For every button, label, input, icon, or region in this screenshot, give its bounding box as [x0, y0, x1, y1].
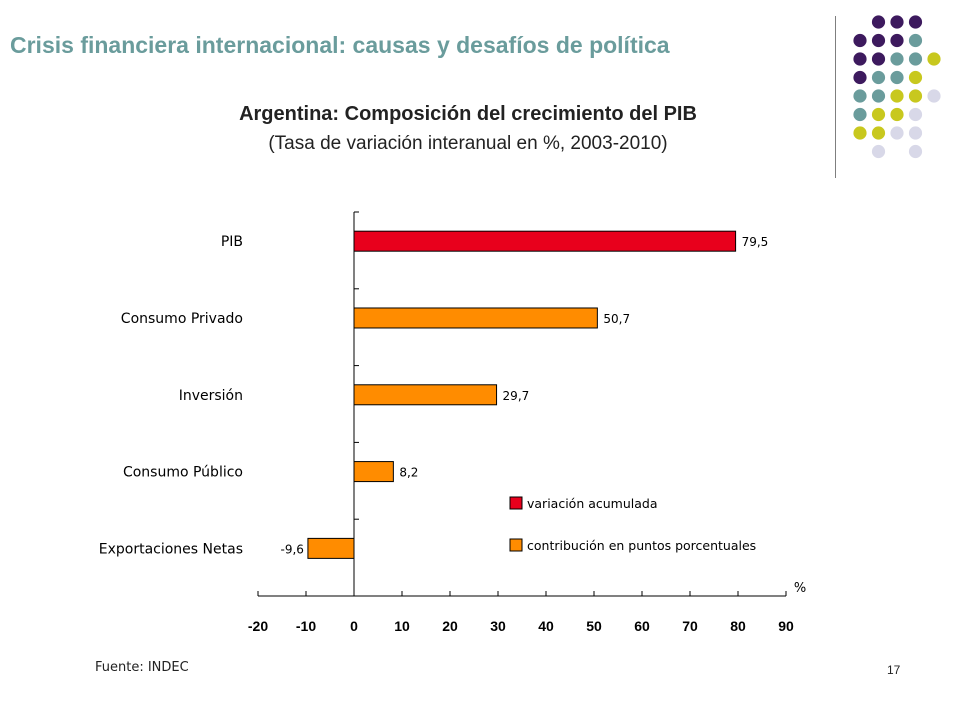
decorative-dots-logo: [853, 15, 941, 159]
slide-title: Crisis financiera internacional: causas …: [10, 32, 670, 58]
logo-dot: [908, 89, 923, 103]
logo-dot: [871, 52, 886, 66]
data-label: -9,6: [280, 542, 303, 556]
x-tick-label: 40: [538, 618, 554, 634]
logo-dot: [908, 144, 923, 159]
unit-label: %: [794, 581, 806, 596]
x-tick-label: 60: [634, 618, 650, 634]
logo-dot: [853, 52, 867, 66]
logo-dot: [853, 33, 867, 48]
logo-dot: [871, 70, 886, 85]
logo-dot: [853, 70, 867, 85]
bar: [353, 230, 737, 252]
logo-dot: [908, 52, 923, 66]
logo-dot: [908, 33, 923, 48]
logo-dot: [890, 126, 904, 140]
logo-dot: [890, 89, 904, 103]
logo-dot: [871, 144, 886, 159]
header-divider: [835, 16, 836, 178]
category-label: PIB: [221, 234, 243, 250]
logo-dot: [890, 15, 904, 29]
logo-dot: [871, 33, 886, 48]
category-label: Inversión: [179, 388, 243, 404]
bar: [353, 384, 498, 406]
bar: [353, 307, 598, 329]
logo-dot: [927, 52, 941, 66]
data-label: 79,5: [742, 235, 769, 249]
logo-dot: [890, 107, 904, 122]
x-tick-label: 80: [730, 618, 746, 634]
logo-dot: [908, 107, 923, 122]
legend-label: contribución en puntos porcentuales: [527, 538, 756, 553]
legend-swatch: [509, 538, 523, 552]
legend-swatch: [509, 496, 523, 510]
logo-dot: [890, 33, 904, 48]
logo-dot: [890, 70, 904, 85]
chart-subtitle: (Tasa de variación interanual en %, 2003…: [268, 133, 668, 154]
page-number: 17: [887, 663, 901, 677]
logo-dot: [927, 89, 941, 103]
data-label: 29,7: [503, 389, 530, 403]
category-label: Exportaciones Netas: [99, 541, 243, 557]
category-label: Consumo Público: [123, 465, 243, 481]
data-label: 50,7: [603, 312, 630, 326]
logo-dot: [853, 126, 867, 140]
x-tick-label: 20: [442, 618, 458, 634]
x-tick-label: -20: [248, 618, 268, 634]
source-note: Fuente: INDEC: [95, 660, 189, 675]
chart-title: Argentina: Composición del crecimiento d…: [239, 103, 697, 125]
data-label: 8,2: [399, 466, 418, 480]
logo-dot: [853, 89, 867, 103]
logo-dot: [871, 107, 886, 122]
logo-dot: [871, 15, 886, 29]
category-label: Consumo Privado: [121, 311, 243, 327]
x-tick-label: 0: [350, 618, 358, 634]
x-tick-label: 30: [490, 618, 506, 634]
logo-dot: [908, 126, 923, 140]
logo-dot: [853, 107, 867, 122]
legend-label: variación acumulada: [527, 496, 658, 511]
x-tick-label: 10: [394, 618, 410, 634]
bar: [353, 461, 394, 483]
logo-dot: [871, 126, 886, 140]
logo-dot: [871, 89, 886, 103]
x-tick-label: 90: [778, 618, 794, 634]
logo-dot: [908, 15, 923, 29]
x-tick-label: 50: [586, 618, 602, 634]
logo-dot: [890, 52, 904, 66]
logo-dot: [908, 70, 923, 85]
x-tick-label: -10: [296, 618, 316, 634]
x-tick-label: 70: [682, 618, 698, 634]
bar: [307, 537, 355, 559]
